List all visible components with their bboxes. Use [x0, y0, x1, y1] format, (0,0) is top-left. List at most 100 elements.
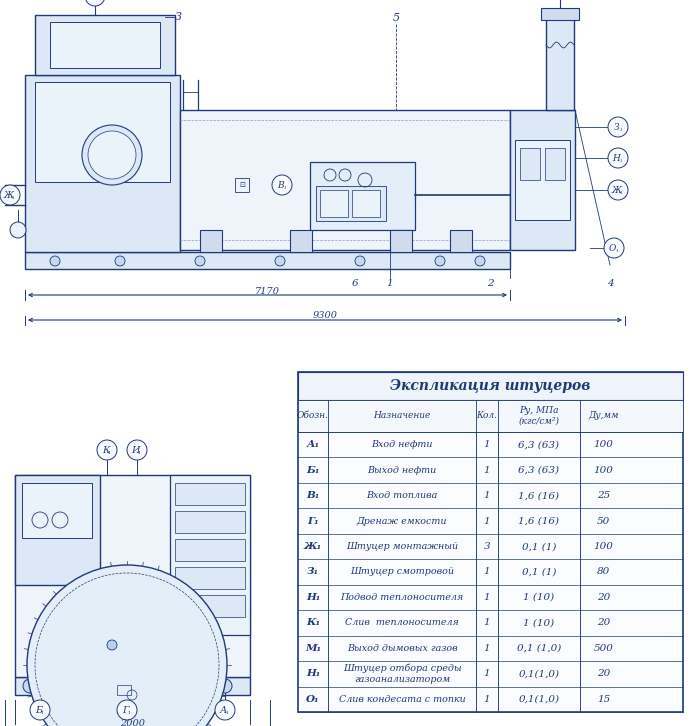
Bar — [450, 230, 472, 252]
Text: ₁: ₁ — [41, 709, 44, 717]
Bar — [520, 148, 540, 180]
Text: 1: 1 — [484, 695, 491, 703]
Text: ₁: ₁ — [96, 0, 99, 2]
Text: З₁: З₁ — [307, 568, 319, 576]
Text: ₁: ₁ — [619, 190, 622, 195]
Text: Подвод теплоносителя: Подвод теплоносителя — [341, 593, 464, 602]
Circle shape — [127, 440, 147, 460]
Bar — [390, 230, 412, 252]
Bar — [235, 178, 249, 192]
Text: Н: Н — [612, 154, 621, 163]
Bar — [298, 400, 683, 432]
Circle shape — [115, 679, 129, 693]
Text: 0,1 (1): 0,1 (1) — [522, 542, 556, 551]
Text: 0,1 (1,0): 0,1 (1,0) — [517, 644, 561, 653]
Text: М₁: М₁ — [305, 644, 321, 653]
Circle shape — [195, 256, 205, 266]
Text: 0,1(1,0): 0,1(1,0) — [518, 695, 560, 703]
Text: К: К — [102, 446, 109, 455]
Text: Ж₁: Ж₁ — [304, 542, 322, 551]
Text: 1: 1 — [484, 619, 491, 627]
Text: 6,3 (63): 6,3 (63) — [518, 465, 560, 475]
Bar — [22, 483, 92, 538]
Circle shape — [475, 256, 485, 266]
Text: 100: 100 — [594, 440, 614, 449]
Text: 1: 1 — [484, 568, 491, 576]
Text: О₁: О₁ — [306, 695, 320, 703]
Text: ₁: ₁ — [619, 158, 622, 163]
Text: 1: 1 — [387, 279, 393, 287]
Circle shape — [85, 0, 105, 6]
Bar — [35, 15, 175, 75]
Circle shape — [604, 238, 624, 258]
Bar — [510, 110, 575, 250]
Circle shape — [27, 565, 227, 726]
Text: В₁: В₁ — [306, 491, 320, 500]
Text: Штуцер смотровой: Штуцер смотровой — [350, 568, 454, 576]
Bar — [320, 190, 348, 217]
Text: ₁: ₁ — [138, 449, 141, 457]
Bar — [50, 22, 160, 68]
Circle shape — [608, 117, 628, 137]
Text: 0,1(1,0): 0,1(1,0) — [518, 669, 560, 678]
Text: Вход топлива: Вход топлива — [366, 491, 437, 500]
Circle shape — [608, 148, 628, 168]
Bar — [310, 162, 415, 230]
Text: 25: 25 — [597, 491, 610, 500]
Text: Г: Г — [122, 706, 129, 715]
Text: 1: 1 — [484, 669, 491, 678]
Text: 2: 2 — [486, 279, 493, 287]
Text: ₁: ₁ — [11, 195, 14, 200]
Text: 1: 1 — [484, 593, 491, 602]
Circle shape — [23, 679, 37, 693]
Text: ₁: ₁ — [226, 709, 229, 717]
Text: ₁: ₁ — [615, 248, 618, 253]
Text: 1: 1 — [484, 465, 491, 475]
Bar — [546, 15, 574, 110]
Text: 1,6 (16): 1,6 (16) — [518, 491, 560, 500]
Bar — [175, 511, 245, 533]
Text: Вход нефти: Вход нефти — [371, 440, 433, 449]
Text: Ж: Ж — [3, 191, 14, 200]
Text: Выход дымовых газов: Выход дымовых газов — [347, 644, 457, 653]
Text: Ж: Ж — [612, 186, 622, 195]
Bar — [175, 595, 245, 617]
Text: Выход нефти: Выход нефти — [368, 465, 437, 475]
Text: О: О — [609, 244, 616, 253]
Text: 3: 3 — [484, 542, 491, 551]
Text: Ду,мм: Ду,мм — [588, 412, 618, 420]
Text: М: М — [88, 0, 99, 1]
Text: Н₁: Н₁ — [306, 593, 320, 602]
Text: Назначение: Назначение — [373, 412, 430, 420]
Text: 1 (10): 1 (10) — [524, 593, 555, 602]
Text: 100: 100 — [594, 542, 614, 551]
Text: 1: 1 — [484, 644, 491, 653]
Text: 6: 6 — [352, 279, 359, 287]
Text: З: З — [614, 123, 619, 132]
Circle shape — [275, 256, 285, 266]
Text: 1,6 (16): 1,6 (16) — [518, 517, 560, 526]
Circle shape — [10, 222, 26, 238]
Text: 20: 20 — [597, 669, 610, 678]
Bar — [545, 148, 565, 180]
Bar — [35, 82, 170, 182]
Bar — [25, 252, 510, 269]
Text: ₁: ₁ — [619, 127, 622, 132]
Circle shape — [117, 700, 137, 720]
Circle shape — [115, 256, 125, 266]
Text: 15: 15 — [597, 695, 610, 703]
Bar — [15, 475, 250, 677]
Bar — [515, 140, 570, 220]
Text: И: И — [131, 446, 140, 455]
Text: 2000: 2000 — [120, 719, 145, 726]
Bar — [175, 539, 245, 561]
Circle shape — [82, 125, 142, 185]
Bar — [541, 8, 579, 20]
Circle shape — [50, 256, 60, 266]
Text: 1: 1 — [484, 517, 491, 526]
Text: 1: 1 — [484, 491, 491, 500]
Text: А: А — [220, 706, 227, 715]
Text: 4: 4 — [607, 279, 614, 287]
Bar — [200, 230, 222, 252]
Circle shape — [215, 700, 235, 720]
